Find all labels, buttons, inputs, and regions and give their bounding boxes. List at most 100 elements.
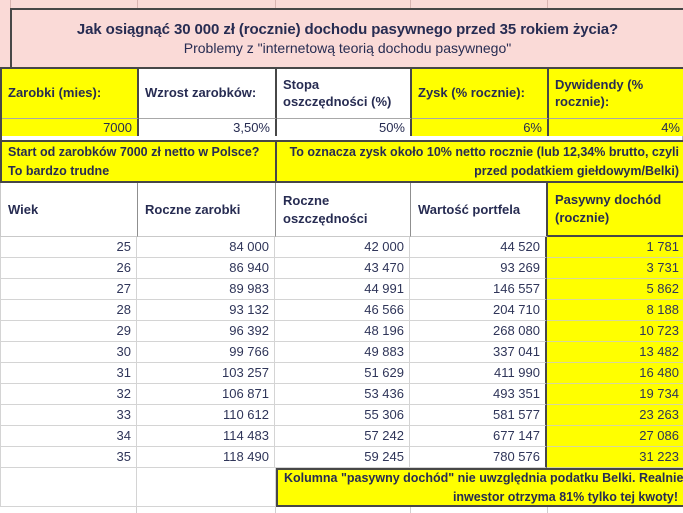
cell-wartosc-portfela[interactable]: 337 041 bbox=[410, 342, 547, 363]
cell-wiek[interactable]: 29 bbox=[1, 321, 137, 342]
table-row: 27 89 983 44 991 146 557 5 862 bbox=[1, 279, 683, 300]
cell-wiek[interactable]: 34 bbox=[1, 426, 137, 447]
cell-pasywny-dochod[interactable]: 8 188 bbox=[547, 300, 683, 321]
table-row: 33 110 612 55 306 581 577 23 263 bbox=[1, 405, 683, 426]
param-value-zarobki[interactable]: 7000 bbox=[2, 119, 139, 136]
param-label-zarobki[interactable]: Zarobki (mies): bbox=[2, 69, 139, 119]
cell-pasywny-dochod[interactable]: 10 723 bbox=[547, 321, 683, 342]
cell-roczne-zarobki[interactable]: 93 132 bbox=[137, 300, 275, 321]
cell-wartosc-portfela[interactable]: 780 576 bbox=[410, 447, 547, 468]
table-row: 30 99 766 49 883 337 041 13 482 bbox=[1, 342, 683, 363]
param-value-stopa[interactable]: 50% bbox=[277, 119, 412, 136]
note-right-line2: przed podatkiem giełdowym/Belki) bbox=[474, 163, 679, 178]
parameters-grid: Zarobki (mies): Wzrost zarobków: Stopa o… bbox=[0, 67, 683, 142]
table-row: 28 93 132 46 566 204 710 8 188 bbox=[1, 300, 683, 321]
cell-wiek[interactable]: 31 bbox=[1, 363, 137, 384]
bottom-strip bbox=[0, 507, 683, 513]
footer-note-cell[interactable]: Kolumna "pasywny dochód" nie uwzględnia … bbox=[276, 468, 683, 507]
header-wartosc-portfela[interactable]: Wartość portfela bbox=[411, 183, 548, 237]
cell-wartosc-portfela[interactable]: 93 269 bbox=[410, 258, 547, 279]
cell-wiek[interactable]: 25 bbox=[1, 237, 137, 258]
cell-wiek[interactable]: 32 bbox=[1, 384, 137, 405]
cell-roczne-oszczednosci[interactable]: 48 196 bbox=[275, 321, 410, 342]
cell-pasywny-dochod[interactable]: 16 480 bbox=[547, 363, 683, 384]
gridline-stub bbox=[410, 0, 411, 8]
table-row: 35 118 490 59 245 780 576 31 223 bbox=[1, 447, 683, 468]
header-roczne-oszczednosci[interactable]: Roczne oszczędności bbox=[276, 183, 411, 237]
cell-wartosc-portfela[interactable]: 581 577 bbox=[410, 405, 547, 426]
footer-row: Kolumna "pasywny dochód" nie uwzględnia … bbox=[0, 468, 683, 507]
cell-wartosc-portfela[interactable]: 268 080 bbox=[410, 321, 547, 342]
cell-roczne-oszczednosci[interactable]: 44 991 bbox=[275, 279, 410, 300]
cell-roczne-oszczednosci[interactable]: 53 436 bbox=[275, 384, 410, 405]
cell-wiek[interactable]: 35 bbox=[1, 447, 137, 468]
cell-wiek[interactable]: 26 bbox=[1, 258, 137, 279]
footer-note-line2: inwestor otrzyma 81% tylko tej kwoty! bbox=[452, 489, 678, 504]
cell-wartosc-portfela[interactable]: 44 520 bbox=[410, 237, 547, 258]
cell-pasywny-dochod[interactable]: 31 223 bbox=[547, 447, 683, 468]
header-wiek[interactable]: Wiek bbox=[1, 183, 138, 237]
cell-wartosc-portfela[interactable]: 204 710 bbox=[410, 300, 547, 321]
cell-roczne-zarobki[interactable]: 106 871 bbox=[137, 384, 275, 405]
cell-roczne-oszczednosci[interactable]: 43 470 bbox=[275, 258, 410, 279]
gridline-stub bbox=[136, 507, 137, 513]
cell-roczne-oszczednosci[interactable]: 57 242 bbox=[275, 426, 410, 447]
gridline-stub bbox=[275, 0, 276, 8]
header-roczne-zarobki[interactable]: Roczne zarobki bbox=[138, 183, 276, 237]
cell-wartosc-portfela[interactable]: 146 557 bbox=[410, 279, 547, 300]
note-right-cell[interactable]: To oznacza zysk około 10% netto rocznie … bbox=[277, 142, 683, 181]
cell-roczne-zarobki[interactable]: 99 766 bbox=[137, 342, 275, 363]
cell-roczne-oszczednosci[interactable]: 46 566 bbox=[275, 300, 410, 321]
note-right-line1: To oznacza zysk około 10% netto rocznie … bbox=[289, 144, 679, 159]
cell-roczne-oszczednosci[interactable]: 51 629 bbox=[275, 363, 410, 384]
cell-wartosc-portfela[interactable]: 677 147 bbox=[410, 426, 547, 447]
cell-roczne-zarobki[interactable]: 118 490 bbox=[137, 447, 275, 468]
cell-pasywny-dochod[interactable]: 27 086 bbox=[547, 426, 683, 447]
cell-roczne-oszczednosci[interactable]: 59 245 bbox=[275, 447, 410, 468]
cell-roczne-zarobki[interactable]: 103 257 bbox=[137, 363, 275, 384]
cell-roczne-zarobki[interactable]: 110 612 bbox=[137, 405, 275, 426]
cell-wiek[interactable]: 27 bbox=[1, 279, 137, 300]
cell-wartosc-portfela[interactable]: 411 990 bbox=[410, 363, 547, 384]
cell-roczne-oszczednosci[interactable]: 55 306 bbox=[275, 405, 410, 426]
gridline-stub bbox=[10, 0, 11, 8]
cell-roczne-oszczednosci[interactable]: 42 000 bbox=[275, 237, 410, 258]
param-label-dywidendy[interactable]: Dywidendy (% rocznie): bbox=[549, 69, 683, 119]
gridline-stub bbox=[410, 507, 411, 513]
cell-roczne-zarobki[interactable]: 86 940 bbox=[137, 258, 275, 279]
cell-roczne-oszczednosci[interactable]: 49 883 bbox=[275, 342, 410, 363]
page-subtitle: Problemy z "internetową teorią dochodu p… bbox=[183, 40, 512, 56]
title-section: Jak osiągnąć 30 000 zł (rocznie) dochodu… bbox=[0, 0, 683, 67]
cell-pasywny-dochod[interactable]: 19 734 bbox=[547, 384, 683, 405]
cell-wiek[interactable]: 33 bbox=[1, 405, 137, 426]
param-label-stopa[interactable]: Stopa oszczędności (%) bbox=[277, 69, 412, 119]
param-label-wzrost[interactable]: Wzrost zarobków: bbox=[139, 69, 277, 119]
cell-roczne-zarobki[interactable]: 114 483 bbox=[137, 426, 275, 447]
gridline-stub bbox=[137, 0, 138, 8]
table-row: 31 103 257 51 629 411 990 16 480 bbox=[1, 363, 683, 384]
note-left-line1: Start od zarobków 7000 zł netto w Polsce… bbox=[8, 144, 260, 159]
cell-pasywny-dochod[interactable]: 5 862 bbox=[547, 279, 683, 300]
cell-pasywny-dochod[interactable]: 3 731 bbox=[547, 258, 683, 279]
header-pasywny-dochod[interactable]: Pasywny dochód (rocznie) bbox=[548, 183, 683, 237]
cell-pasywny-dochod[interactable]: 23 263 bbox=[547, 405, 683, 426]
cell-roczne-zarobki[interactable]: 96 392 bbox=[137, 321, 275, 342]
cell-pasywny-dochod[interactable]: 13 482 bbox=[547, 342, 683, 363]
note-left-cell[interactable]: Start od zarobków 7000 zł netto w Polsce… bbox=[2, 142, 277, 181]
cell-pasywny-dochod[interactable]: 1 781 bbox=[547, 237, 683, 258]
cell-roczne-zarobki[interactable]: 84 000 bbox=[137, 237, 275, 258]
param-value-wzrost[interactable]: 3,50% bbox=[139, 119, 277, 136]
cell-wiek[interactable]: 28 bbox=[1, 300, 137, 321]
gridline-stub bbox=[275, 507, 276, 513]
cell-roczne-zarobki[interactable]: 89 983 bbox=[137, 279, 275, 300]
table-row: 32 106 871 53 436 493 351 19 734 bbox=[1, 384, 683, 405]
empty-cell[interactable] bbox=[137, 468, 276, 507]
cell-wiek[interactable]: 30 bbox=[1, 342, 137, 363]
param-value-zysk[interactable]: 6% bbox=[412, 119, 549, 136]
param-label-zysk[interactable]: Zysk (% rocznie): bbox=[412, 69, 549, 119]
title-cell[interactable]: Jak osiągnąć 30 000 zł (rocznie) dochodu… bbox=[10, 8, 683, 67]
cell-wartosc-portfela[interactable]: 493 351 bbox=[410, 384, 547, 405]
table-row: 34 114 483 57 242 677 147 27 086 bbox=[1, 426, 683, 447]
param-value-dywidendy[interactable]: 4% bbox=[549, 119, 683, 136]
empty-cell[interactable] bbox=[1, 468, 137, 507]
